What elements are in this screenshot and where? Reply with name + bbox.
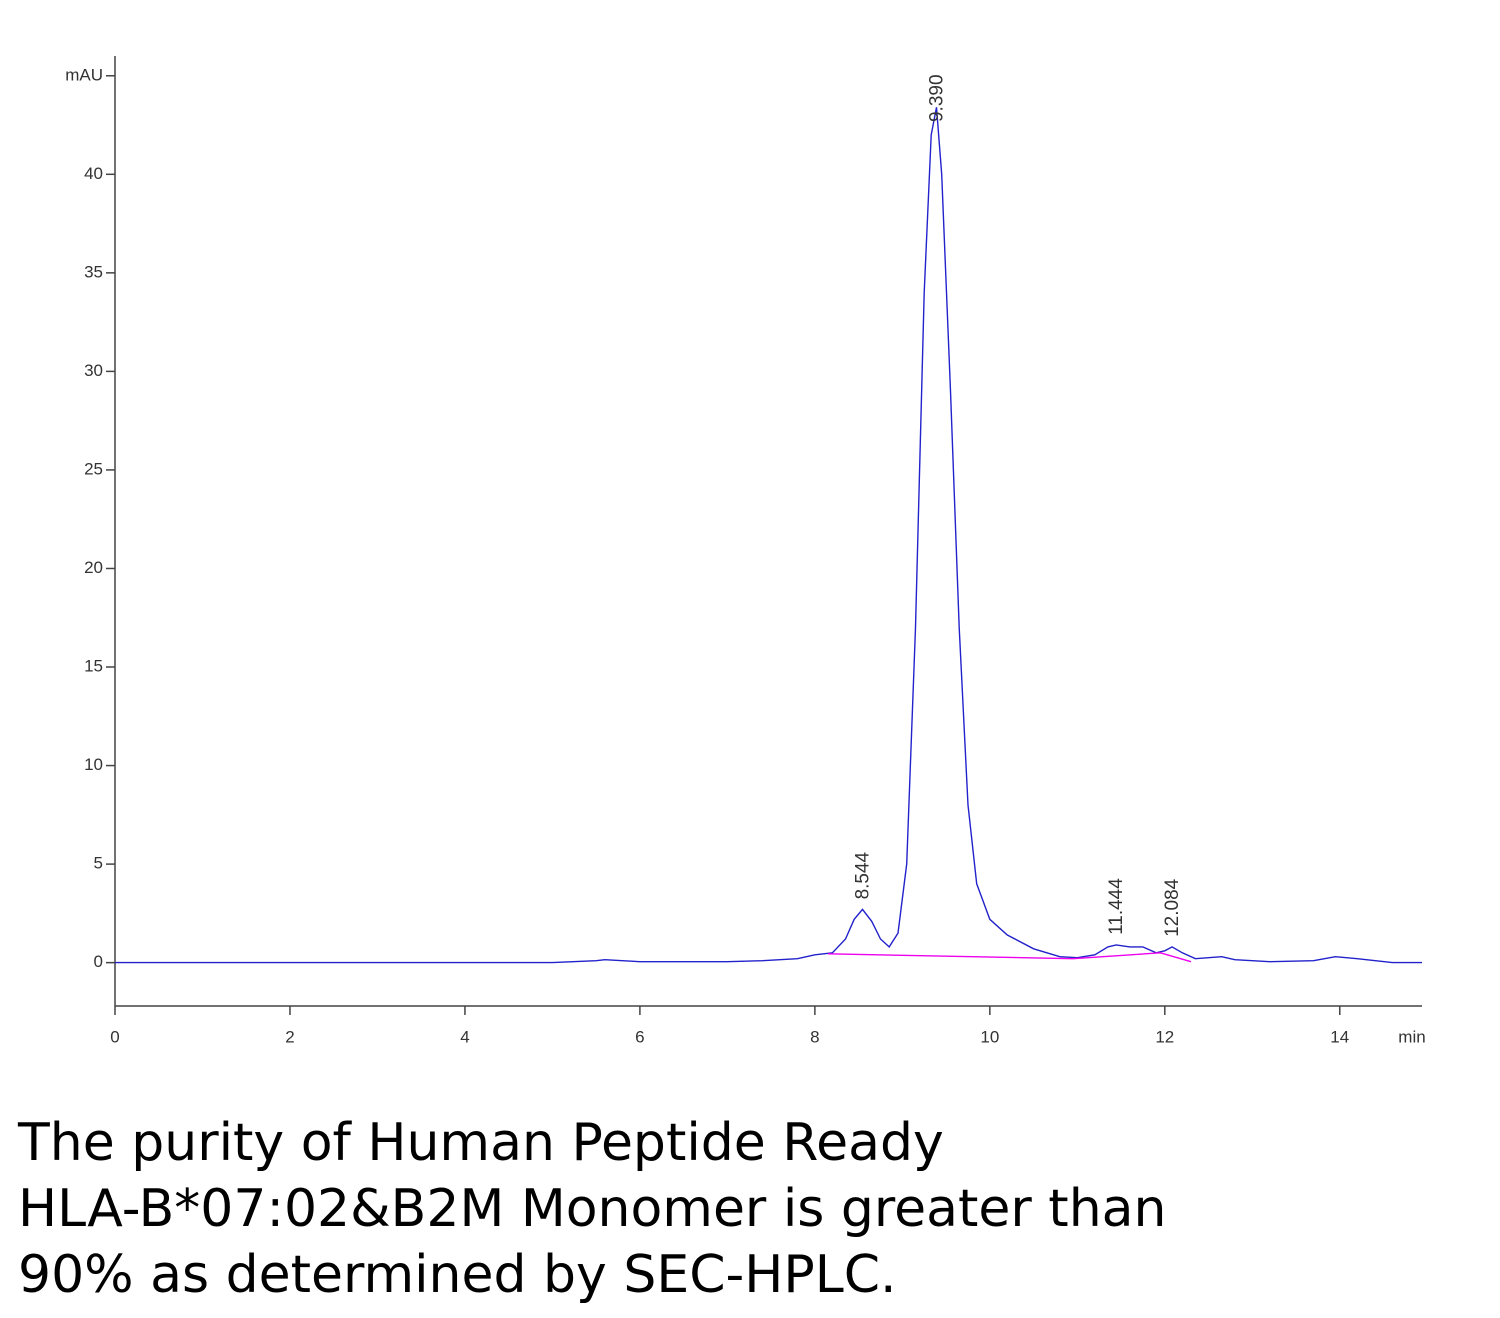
x-tick-label: 2 xyxy=(285,1027,294,1046)
y-tick-label: 0 xyxy=(94,952,103,971)
y-tick-label: 35 xyxy=(84,262,103,281)
caption-line: HLA-B*07:02&B2M Monomer is greater than xyxy=(18,1179,1166,1239)
signal-line xyxy=(115,107,1422,964)
x-tick-label: 4 xyxy=(460,1027,469,1046)
y-tick-label: 10 xyxy=(84,755,103,774)
y-tick-label: 20 xyxy=(84,558,103,577)
y-tick-label: 15 xyxy=(84,657,103,676)
x-axis-label: min xyxy=(1398,1027,1425,1046)
y-tick-label: 25 xyxy=(84,459,103,478)
caption-line: 90% as determined by SEC-HPLC. xyxy=(18,1245,897,1305)
y-tick-label: 5 xyxy=(94,854,103,873)
x-tick-label: 12 xyxy=(1155,1027,1174,1046)
y-tick-label: 30 xyxy=(84,361,103,380)
peak-label: 9.390 xyxy=(926,74,947,122)
y-tick-label: 40 xyxy=(84,164,103,183)
x-tick-label: 8 xyxy=(810,1027,819,1046)
peak-label: 12.084 xyxy=(1162,878,1183,937)
signal-line xyxy=(827,952,1192,963)
caption-line: The purity of Human Peptide Ready xyxy=(17,1113,944,1173)
y-tick-label: mAU xyxy=(65,65,103,84)
peak-label: 8.544 xyxy=(852,851,873,899)
x-tick-label: 14 xyxy=(1330,1027,1349,1046)
x-tick-label: 0 xyxy=(110,1027,119,1046)
peak-label: 11.444 xyxy=(1106,878,1127,935)
x-tick-label: 10 xyxy=(980,1027,999,1046)
x-tick-label: 6 xyxy=(635,1027,644,1046)
